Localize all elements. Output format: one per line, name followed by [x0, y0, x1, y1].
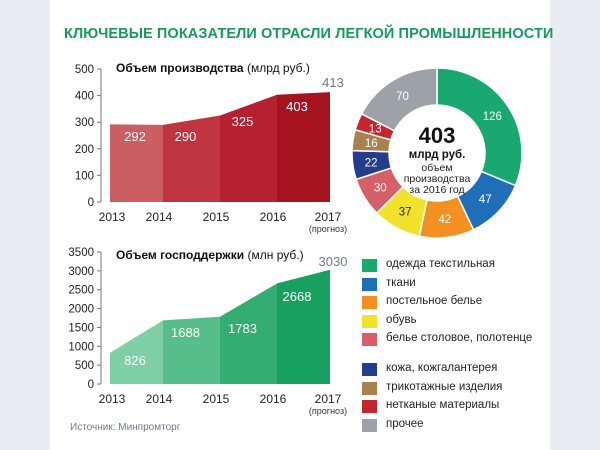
donut-slice-1 [436, 67, 523, 187]
infographic-title: КЛЮЧЕВЫЕ ПОКАЗАТЕЛИ ОТРАСЛИ ЛЕГКОЙ ПРОМЫ… [64, 26, 554, 42]
value-label: 403 [286, 99, 308, 114]
area-segment-2016 [277, 269, 330, 384]
donut-hole [390, 106, 484, 200]
value-label: 1688 [171, 325, 200, 340]
legend-swatch [362, 363, 377, 376]
legend-swatch [362, 314, 377, 328]
y-tick-label: 1000 [68, 341, 94, 353]
legend-item: нетканые материалы [362, 399, 536, 413]
x-tick-label: 2014 [146, 392, 173, 406]
legend-item: ткани [362, 277, 536, 291]
area-chart-2: 0 500 1000 1500 2000 2500 3000 3500 826 1688 1783 2… [68, 247, 347, 416]
value-label: 3030 [319, 254, 348, 269]
donut-slice-label: 30 [374, 183, 387, 195]
area-segment-2015 [220, 94, 277, 202]
area-segment-2013 [110, 320, 163, 384]
donut-center-caption: производства [404, 173, 471, 185]
infographic-card: КЛЮЧЕВЫЕ ПОКАЗАТЕЛИ ОТРАСЛИ ЛЕГКОЙ ПРОМЫ… [50, 8, 554, 442]
donut-slice-9 [360, 67, 438, 132]
donut-center-unit: млрд руб. [409, 149, 466, 161]
area-segment-2013 [110, 124, 163, 202]
area-segment-2014 [163, 115, 220, 202]
area-segment-2014 [163, 316, 220, 384]
donut-slice-label: 13 [369, 123, 382, 135]
x-sub-label: (прогноз) [309, 406, 347, 416]
legend-label: постельное белье [386, 295, 483, 307]
x-tick-label: 2015 [203, 392, 230, 406]
x-tick-label: 2014 [146, 210, 173, 224]
value-label: 290 [175, 129, 197, 144]
y-tick-label: 500 [75, 360, 94, 372]
legend-item: обувь [362, 314, 536, 328]
x-tick-label: 2016 [260, 210, 287, 224]
donut-slice-label: 22 [365, 158, 378, 170]
legend-swatch [362, 400, 377, 413]
value-label: 325 [232, 114, 254, 129]
donut-slice-label: 47 [479, 194, 492, 206]
value-label: 826 [124, 353, 146, 368]
legend-label: одежда текстильная [386, 258, 495, 270]
y-tick-label: 100 [75, 170, 94, 182]
donut-center-caption: объем [421, 162, 452, 174]
y-tick-label: 0 [88, 379, 94, 391]
y-tick-label: 2500 [68, 285, 94, 297]
value-label: 1783 [228, 321, 257, 336]
value-label: 2668 [283, 289, 312, 304]
x-tick-label: 2013 [99, 392, 126, 406]
donut-slice-label: 16 [365, 138, 378, 150]
chart-title: Объем господдержки (млн руб.) [116, 248, 304, 262]
chart-title: Объем производства (млрд руб.) [116, 61, 310, 75]
area-segment-2016 [277, 92, 330, 202]
y-tick-label: 200 [75, 144, 94, 156]
legend-swatch [362, 381, 377, 395]
legend-swatch [362, 259, 377, 272]
x-tick-label: 2017 [315, 210, 342, 224]
x-tick-label: 2013 [99, 210, 126, 224]
legend-swatch [362, 333, 377, 346]
legend-swatch [362, 277, 377, 291]
x-tick-label: 2015 [203, 210, 230, 224]
y-tick-label: 2000 [68, 304, 94, 316]
y-tick-label: 3000 [68, 266, 94, 278]
legend-swatch [362, 296, 377, 309]
legend-item: трикотажные изделия [362, 381, 536, 395]
donut-slice-label: 37 [399, 206, 412, 218]
legend-label: прочее [386, 417, 424, 430]
x-tick-label: 2017 [315, 392, 342, 406]
y-tick-label: 0 [88, 197, 94, 209]
legend-label: кожа, кожгалантерея [386, 362, 498, 374]
y-tick-label: 500 [75, 64, 94, 76]
legend-label: трикотажные изделия [386, 380, 503, 393]
x-tick-label: 2016 [260, 392, 287, 406]
y-tick-label: 300 [75, 117, 94, 129]
area-chart-1: 0 100 200 300 400 500 292 290 325 403 413 2013 2014 2… [75, 61, 347, 234]
donut-slice-label: 42 [438, 214, 451, 226]
legend-label: обувь [386, 313, 417, 326]
donut-center-value: 403 [419, 123, 456, 148]
y-tick-label: 3500 [68, 247, 94, 259]
donut-center-caption: за 2016 год [409, 184, 464, 196]
legend-item: постельное белье [362, 295, 536, 309]
donut-slice-label: 70 [396, 91, 409, 103]
source-note: Источник: Минпромторг [70, 422, 181, 433]
donut-slice-label: 126 [483, 111, 502, 123]
value-label: 292 [124, 129, 146, 144]
legend-item: прочее [362, 418, 536, 432]
area-segment-2015 [220, 283, 277, 384]
legend-label: ткани [386, 276, 416, 289]
legend-item: кожа, кожгалантерея [362, 362, 536, 376]
legend-item: одежда текстильная [362, 258, 536, 272]
x-sub-label: (прогноз) [309, 224, 347, 234]
value-label: 413 [322, 75, 344, 90]
y-tick-label: 400 [75, 91, 94, 103]
legend-label: нетканые материалы [386, 399, 500, 411]
legend-swatch [362, 418, 377, 432]
legend-item: белье столовое, полотенце [362, 332, 536, 346]
y-tick-label: 1500 [68, 322, 94, 334]
legend-label: белье столовое, полотенце [386, 332, 533, 344]
